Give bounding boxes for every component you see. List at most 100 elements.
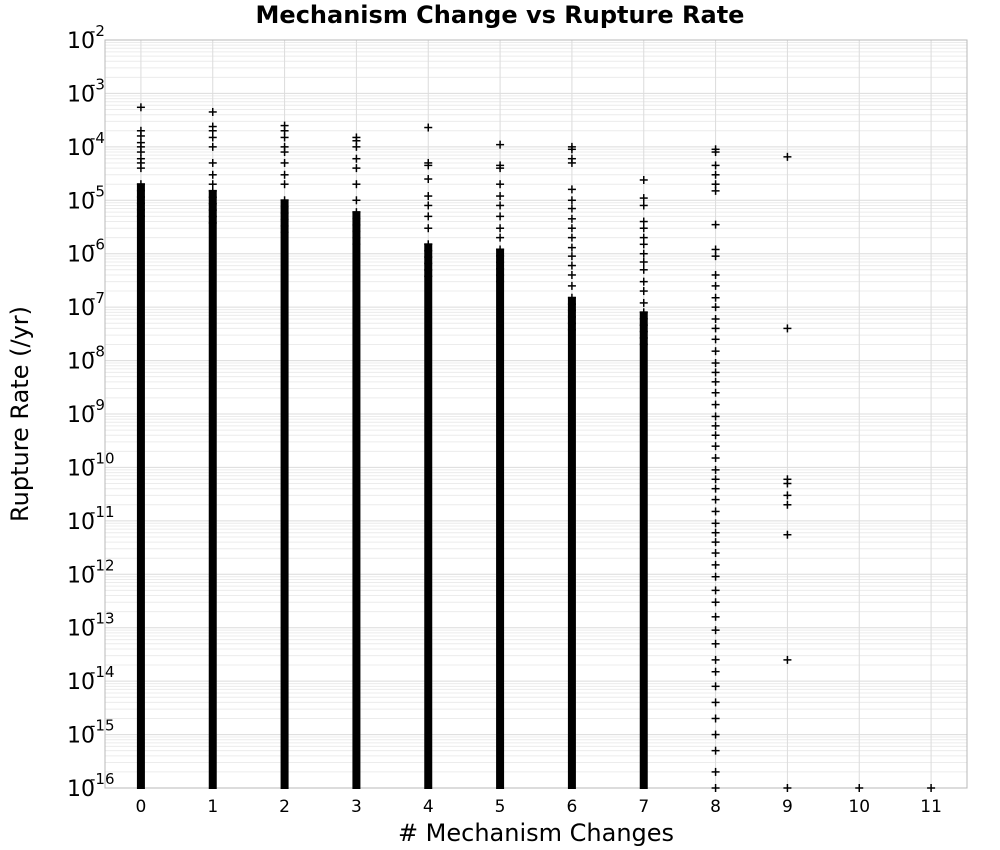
data-point (280, 133, 289, 142)
x-tick-label: 2 (279, 797, 290, 817)
data-point (711, 293, 720, 302)
plot-frame (104, 39, 968, 789)
data-point (208, 142, 217, 151)
data-point (136, 148, 145, 157)
chart-title: Mechanism Change vs Rupture Rate (256, 1, 745, 29)
data-point (424, 224, 433, 233)
data-point (711, 767, 720, 776)
y-tick-exponent: -2 (90, 22, 105, 40)
y-tick-label: 10-14 (67, 663, 115, 695)
y-tick-base: 10 (67, 777, 95, 802)
data-point (639, 233, 648, 242)
data-point (639, 194, 648, 203)
y-tick-base: 10 (67, 243, 95, 268)
data-point (496, 192, 505, 201)
data-point (711, 784, 720, 792)
data-point (567, 204, 576, 213)
data-point (352, 164, 361, 173)
dense-point-band (639, 311, 648, 789)
y-tick-base: 10 (67, 136, 95, 161)
y-tick-exponent: -4 (90, 129, 105, 147)
data-point (711, 507, 720, 516)
data-point (280, 148, 289, 157)
data-point (711, 442, 720, 451)
y-tick-base: 10 (67, 29, 95, 54)
y-tick-label: 10-9 (67, 396, 105, 428)
data-point (711, 454, 720, 463)
data-point (855, 784, 864, 792)
x-tick-label: 8 (710, 797, 721, 817)
y-tick-base: 10 (67, 189, 95, 214)
data-point (352, 240, 361, 249)
dense-point-band (424, 243, 433, 790)
y-tick-label: 10-15 (67, 717, 115, 749)
data-point (208, 218, 217, 227)
dense-point-band (352, 211, 361, 789)
y-tick-label: 10-10 (67, 449, 115, 481)
x-tick-label: 10 (848, 797, 870, 817)
data-point (352, 142, 361, 151)
y-tick-base: 10 (67, 563, 95, 588)
data-point (639, 287, 648, 296)
y-tick-label: 10-2 (67, 22, 105, 54)
data-point (567, 224, 576, 233)
y-tick-label: 10-13 (67, 610, 115, 642)
y-tick-label: 10-8 (67, 343, 105, 375)
y-tick-label: 10-16 (67, 770, 115, 802)
dense-point-band (136, 183, 145, 789)
y-tick-base: 10 (67, 350, 95, 375)
x-tick-label: 7 (638, 797, 649, 817)
data-point (711, 421, 720, 430)
data-point (424, 201, 433, 210)
data-point (567, 252, 576, 261)
data-point (711, 730, 720, 739)
data-point (711, 170, 720, 179)
data-point (711, 281, 720, 290)
y-tick-exponent: -14 (90, 663, 115, 681)
data-point (711, 377, 720, 386)
data-point (136, 131, 145, 140)
data-point (783, 491, 792, 500)
data-point (711, 161, 720, 170)
dense-point-band (280, 199, 289, 790)
y-tick-base: 10 (67, 510, 95, 535)
y-tick-base: 10 (67, 724, 95, 749)
data-point (711, 431, 720, 440)
data-point (711, 314, 720, 323)
data-point (496, 277, 505, 286)
data-point (639, 257, 648, 266)
y-tick-exponent: -12 (90, 556, 115, 574)
data-point (280, 126, 289, 135)
y-tick-label: 10-7 (67, 289, 105, 321)
data-point (496, 201, 505, 210)
data-point (711, 388, 720, 397)
data-point (711, 347, 720, 356)
data-point (208, 180, 217, 189)
y-tick-base: 10 (67, 617, 95, 642)
data-point (424, 212, 433, 221)
data-point (711, 528, 720, 537)
data-point (639, 217, 648, 226)
y-tick-exponent: -3 (90, 75, 105, 93)
data-point (639, 298, 648, 307)
data-point (711, 335, 720, 344)
y-tick-exponent: -13 (90, 610, 115, 628)
data-point (352, 154, 361, 163)
data-point (711, 560, 720, 569)
data-point (711, 714, 720, 723)
data-point (496, 180, 505, 189)
data-point (567, 196, 576, 205)
data-point (711, 465, 720, 474)
y-tick-label: 10-5 (67, 182, 105, 214)
data-point (711, 186, 720, 195)
data-point (711, 639, 720, 648)
y-tick-base: 10 (67, 296, 95, 321)
data-point (136, 212, 145, 221)
y-tick-base: 10 (67, 670, 95, 695)
y-tick-label: 10-4 (67, 129, 105, 161)
data-point (783, 500, 792, 509)
data-point (711, 148, 720, 157)
data-point (711, 655, 720, 664)
data-point (567, 281, 576, 290)
data-point (927, 784, 936, 792)
